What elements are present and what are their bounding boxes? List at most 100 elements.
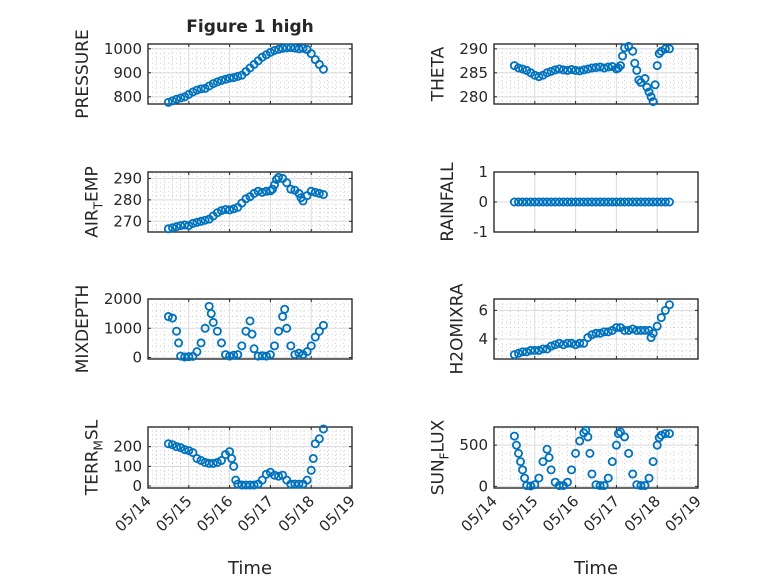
air-temp-data-point bbox=[225, 205, 235, 215]
mixdepth-data-point bbox=[200, 323, 210, 333]
theta-y-tick-label: 285 bbox=[459, 64, 488, 82]
mixdepth-data-point bbox=[206, 309, 216, 319]
h2omixra-data-point bbox=[518, 347, 528, 357]
sun-flux-data-point bbox=[607, 457, 617, 467]
pressure-data-point bbox=[290, 43, 300, 53]
theta-data-point bbox=[591, 63, 601, 73]
theta-data-point bbox=[603, 62, 613, 72]
air-temp-data-point bbox=[221, 204, 231, 214]
h2omixra-data-point bbox=[648, 328, 658, 338]
mixdepth-data-point bbox=[280, 304, 290, 314]
mixdepth-data-point bbox=[294, 348, 304, 358]
sun-flux-data-point bbox=[583, 432, 593, 442]
h2omixra-data-point bbox=[599, 327, 609, 337]
mixdepth-data-point bbox=[229, 350, 239, 360]
mixdepth-data-point bbox=[212, 326, 222, 336]
air-temp-data-point bbox=[163, 224, 173, 234]
h2omixra-y-axis-label: H2OMIXRA bbox=[448, 283, 468, 374]
sun-flux-data-point bbox=[632, 480, 642, 490]
sun-flux-data-point bbox=[648, 457, 658, 467]
mixdepth-data-point bbox=[176, 351, 186, 361]
terr-msl-data-point bbox=[294, 479, 304, 489]
air-temp-data-point bbox=[188, 218, 198, 228]
terr-msl-data-point bbox=[257, 475, 267, 485]
h2omixra-data-point bbox=[628, 324, 638, 334]
sun-flux-x-tick-label: 05/17 bbox=[580, 492, 623, 535]
terr-msl-data-point bbox=[302, 475, 312, 485]
h2omixra-data-point bbox=[660, 305, 670, 315]
mixdepth-data-point bbox=[261, 351, 271, 361]
h2omixra-data-point bbox=[558, 340, 568, 350]
terr-msl-data-point bbox=[237, 480, 247, 490]
mixdepth-data-point bbox=[221, 350, 231, 360]
theta-data-point bbox=[642, 82, 652, 92]
h2omixra-data-point bbox=[567, 338, 577, 348]
terr-msl-data-point bbox=[200, 457, 210, 467]
rainfall-y-axis-label: RAINFALL bbox=[438, 162, 458, 242]
theta-data-point bbox=[571, 65, 581, 75]
theta-data-point bbox=[650, 80, 660, 90]
sun-flux-data-point bbox=[567, 465, 577, 475]
terr-msl-data-point bbox=[208, 458, 218, 468]
mixdepth-series bbox=[163, 301, 328, 362]
terr-msl-x-tick-label: 05/14 bbox=[112, 492, 155, 535]
h2omixra-data-point bbox=[624, 325, 634, 335]
pressure-data-point bbox=[274, 44, 284, 54]
sun-flux-data-point bbox=[603, 473, 613, 483]
pressure-data-point bbox=[298, 43, 308, 53]
pressure-data-point bbox=[221, 74, 231, 84]
sun-flux-data-point bbox=[513, 448, 523, 458]
air-temp-series bbox=[163, 172, 328, 234]
terr-msl-x-axis-label: Time bbox=[227, 558, 272, 579]
rainfall-data-point bbox=[562, 197, 572, 207]
theta-data-point bbox=[530, 70, 540, 80]
rainfall-data-point bbox=[567, 197, 577, 207]
air-temp-data-point bbox=[286, 184, 296, 194]
mixdepth-data-point bbox=[245, 316, 255, 326]
sun-flux-data-point bbox=[562, 477, 572, 487]
mixdepth-y-tick-label: 1000 bbox=[104, 319, 142, 337]
terr-msl-plot-area bbox=[147, 426, 353, 489]
mixdepth-axes-box bbox=[147, 298, 353, 360]
sun-flux-data-point bbox=[620, 432, 630, 442]
rainfall-data-point bbox=[509, 197, 519, 207]
theta-data-point bbox=[562, 65, 572, 75]
mixdepth-data-point bbox=[180, 352, 190, 362]
air-temp-data-point bbox=[196, 216, 206, 226]
sun-flux-data-point bbox=[511, 440, 521, 450]
theta-data-point bbox=[660, 44, 670, 54]
subplot-pressure: 800 900 1000 Figure 1 high PRESSURE bbox=[73, 17, 353, 119]
h2omixra-data-point bbox=[652, 321, 662, 331]
mixdepth-data-point bbox=[208, 317, 218, 327]
h2omixra-data-point bbox=[513, 348, 523, 358]
sun-flux-data-point bbox=[611, 440, 621, 450]
sun-flux-data-point bbox=[585, 448, 595, 458]
mixdepth-data-point bbox=[253, 351, 263, 361]
rainfall-data-point bbox=[538, 197, 548, 207]
terr-msl-data-point bbox=[227, 453, 237, 463]
theta-data-point bbox=[618, 51, 628, 61]
h2omixra-data-point bbox=[526, 345, 536, 355]
mixdepth-data-point bbox=[184, 352, 194, 362]
theta-data-point bbox=[652, 61, 662, 71]
h2omixra-data-point bbox=[611, 323, 621, 333]
rainfall-data-point bbox=[599, 197, 609, 207]
sun-flux-data-point bbox=[509, 431, 519, 441]
theta-data-point bbox=[587, 63, 597, 73]
sun-flux-x-tick-label: 05/14 bbox=[458, 492, 501, 535]
terr-msl-data-point bbox=[204, 458, 214, 468]
h2omixra-data-point bbox=[587, 330, 597, 340]
sun-flux-data-point bbox=[530, 480, 540, 490]
air-temp-y-tick-label: 280 bbox=[113, 191, 142, 209]
theta-data-point bbox=[615, 61, 625, 71]
mixdepth-data-point bbox=[269, 341, 279, 351]
air-temp-data-point bbox=[216, 206, 226, 216]
theta-y-axis-label: THETA bbox=[429, 46, 449, 102]
air-temp-data-point bbox=[318, 189, 328, 199]
sun-flux-x-axis-label: Time bbox=[573, 558, 618, 579]
mixdepth-data-point bbox=[306, 341, 316, 351]
h2omixra-data-point bbox=[595, 328, 605, 338]
theta-axes-box bbox=[493, 43, 699, 105]
theta-y-tick-label: 290 bbox=[459, 40, 488, 58]
